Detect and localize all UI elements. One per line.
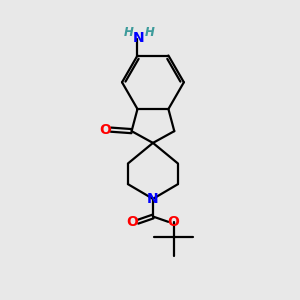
Text: O: O bbox=[168, 215, 179, 230]
Text: H: H bbox=[145, 26, 155, 39]
Text: O: O bbox=[100, 123, 112, 137]
Text: H: H bbox=[124, 26, 134, 39]
Text: O: O bbox=[126, 215, 138, 230]
Text: N: N bbox=[147, 192, 159, 206]
Text: N: N bbox=[133, 31, 145, 45]
